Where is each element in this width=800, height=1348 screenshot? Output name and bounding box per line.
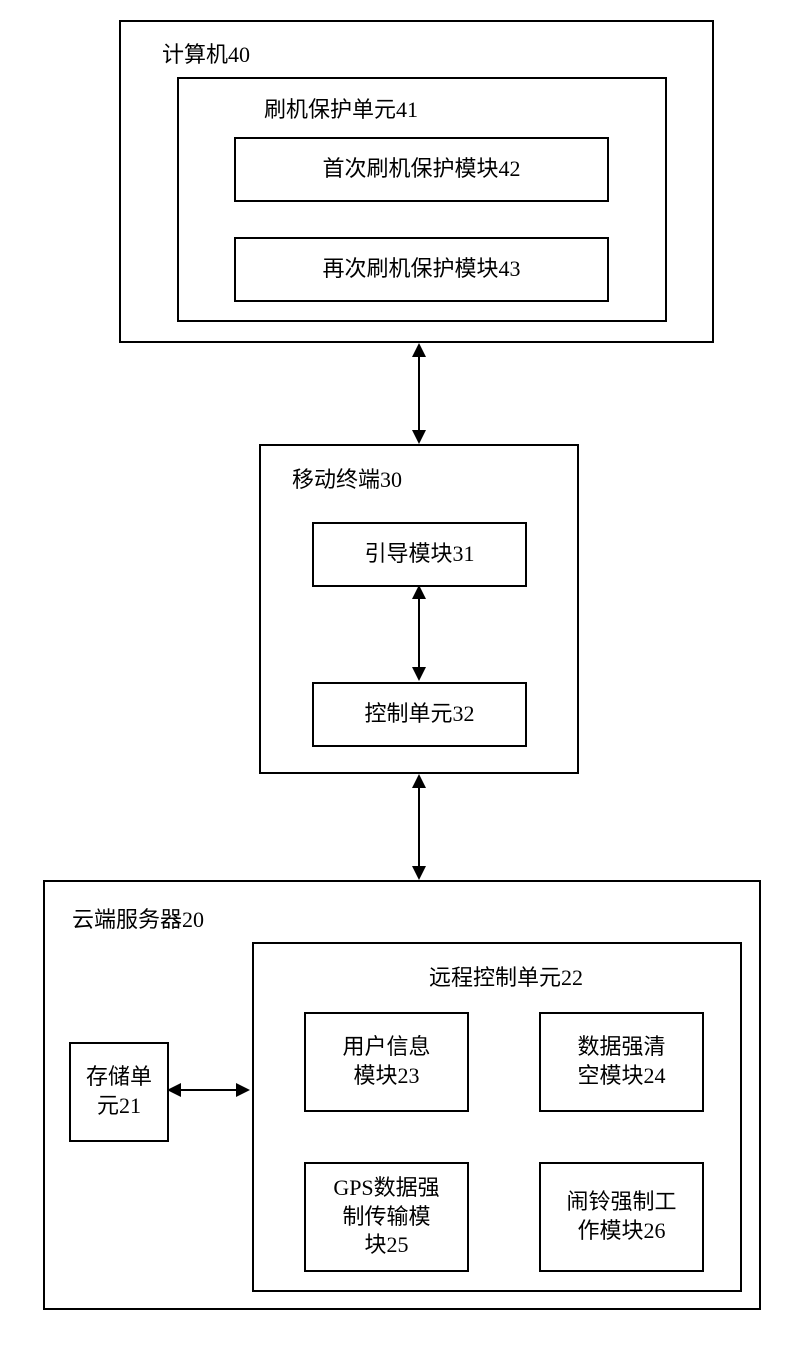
user-info-module-box: 用户信息 模块23 (304, 1012, 469, 1112)
mobile-terminal-label: 移动终端30 (292, 462, 402, 494)
first-flash-module-box: 首次刷机保护模块42 (234, 137, 609, 202)
remote-control-unit-box: 远程控制单元22 用户信息 模块23 数据强清 空模块24 GPS数据强 制传输… (252, 942, 742, 1292)
control-unit-label: 控制单元32 (364, 700, 474, 729)
gps-module-box: GPS数据强 制传输模 块25 (304, 1162, 469, 1272)
storage-unit-box: 存储单 元21 (69, 1042, 169, 1142)
arrow-computer-terminal (418, 345, 420, 442)
arrow-terminal-cloud (418, 776, 420, 878)
flash-protect-unit-label: 刷机保护单元41 (264, 92, 418, 124)
cloud-server-box: 云端服务器20 存储单 元21 远程控制单元22 用户信息 模块23 数据强清 … (43, 880, 761, 1310)
boot-module-box: 引导模块31 (312, 522, 527, 587)
re-flash-module-label: 再次刷机保护模块43 (322, 255, 520, 284)
cloud-server-label: 云端服务器20 (72, 902, 204, 934)
data-clear-module-box: 数据强清 空模块24 (539, 1012, 704, 1112)
remote-control-unit-label: 远程控制单元22 (429, 960, 583, 992)
computer-label: 计算机40 (162, 37, 250, 69)
boot-module-label: 引导模块31 (364, 540, 474, 569)
alarm-module-box: 闹铃强制工 作模块26 (539, 1162, 704, 1272)
alarm-module-label: 闹铃强制工 作模块26 (566, 1188, 676, 1245)
arrow-boot-control (418, 587, 420, 679)
computer-box: 计算机40 刷机保护单元41 首次刷机保护模块42 再次刷机保护模块43 (119, 20, 714, 343)
re-flash-module-box: 再次刷机保护模块43 (234, 237, 609, 302)
data-clear-module-label: 数据强清 空模块24 (577, 1033, 665, 1090)
flash-protect-unit-box: 刷机保护单元41 首次刷机保护模块42 再次刷机保护模块43 (177, 77, 667, 322)
gps-module-label: GPS数据强 制传输模 块25 (333, 1174, 439, 1260)
control-unit-box: 控制单元32 (312, 682, 527, 747)
arrow-storage-remote (169, 1089, 248, 1091)
user-info-module-label: 用户信息 模块23 (342, 1033, 430, 1090)
first-flash-module-label: 首次刷机保护模块42 (322, 155, 520, 184)
storage-unit-label: 存储单 元21 (86, 1063, 152, 1120)
